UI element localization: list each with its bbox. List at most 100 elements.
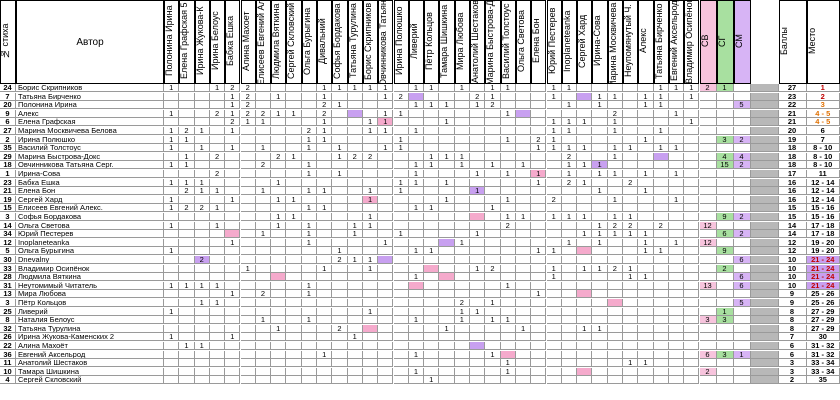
- vote-cell: 1: [301, 221, 317, 230]
- header-voter-label: Елисеев Евгений Ал.: [255, 0, 266, 84]
- vote-cell: [577, 221, 593, 230]
- vote-cell: [408, 152, 425, 161]
- vote-cell: [317, 221, 333, 230]
- vote-cell: [271, 290, 287, 299]
- vote-cell: [209, 161, 226, 170]
- row-score: 18: [778, 161, 807, 170]
- row-sm: [733, 367, 751, 376]
- vote-cell: [179, 109, 195, 118]
- vote-cell: 1: [362, 118, 379, 127]
- row-sg: [716, 178, 734, 187]
- vote-cell: [194, 333, 210, 342]
- vote-cell: 1: [408, 84, 425, 92]
- row-sg: [716, 290, 734, 299]
- vote-cell: 1: [393, 178, 409, 187]
- vote-cell: [500, 230, 516, 239]
- vote-cell: 1: [271, 109, 287, 118]
- vote-cell: 1: [500, 316, 516, 325]
- vote-cell: [623, 376, 639, 385]
- row-place: 3: [806, 101, 840, 110]
- vote-cell: 2: [194, 256, 210, 264]
- header-voter-label: Ольга Светова: [515, 9, 526, 73]
- row-sg: [716, 101, 734, 110]
- vote-cell: [638, 264, 654, 273]
- vote-cell: [653, 152, 669, 161]
- header-voter-label: Василий Толстоус: [500, 3, 511, 79]
- vote-cell: [623, 161, 639, 170]
- header-voter: Ирина Полюшко: [393, 0, 409, 84]
- vote-cell: [332, 290, 348, 299]
- vote-cell: 1: [546, 118, 562, 127]
- row-gap: [750, 170, 779, 178]
- vote-cell: [592, 273, 608, 282]
- vote-cell: [164, 238, 180, 247]
- vote-cell: [179, 144, 195, 153]
- vote-cell: [607, 376, 623, 385]
- vote-cell: 1: [301, 135, 317, 144]
- row-num: 29: [0, 152, 16, 161]
- row-gap: [750, 178, 779, 187]
- vote-cell: [393, 127, 409, 135]
- vote-cell: [332, 109, 348, 118]
- row-sm: [733, 195, 751, 204]
- vote-cell: 1: [362, 213, 379, 221]
- vote-cell: [347, 101, 363, 110]
- header-voter-label: Марина Москвичева Б: [607, 0, 618, 84]
- vote-cell: [179, 195, 195, 204]
- vote-cell: [653, 187, 669, 196]
- vote-cell: [240, 135, 256, 144]
- vote-cell: [225, 367, 241, 376]
- row-sv: [699, 161, 717, 170]
- row-sv: [699, 230, 717, 239]
- vote-cell: [439, 333, 455, 342]
- vote-cell: 1: [515, 161, 532, 170]
- vote-cell: [592, 247, 608, 256]
- vote-cell: 1: [454, 238, 470, 247]
- vote-cell: 1: [653, 84, 669, 92]
- vote-cell: 1: [424, 247, 440, 256]
- vote-cell: [684, 152, 700, 161]
- vote-cell: 1: [668, 238, 685, 247]
- row-score: 3: [778, 367, 807, 376]
- row-num: 8: [0, 316, 16, 325]
- vote-cell: 1: [317, 350, 333, 359]
- row-score: 12: [778, 238, 807, 247]
- vote-cell: [485, 247, 501, 256]
- vote-cell: 1: [638, 101, 654, 110]
- vote-cell: [347, 376, 363, 385]
- vote-cell: [454, 359, 470, 368]
- vote-cell: [668, 101, 685, 110]
- vote-cell: 1: [271, 178, 287, 187]
- header-voter-label: Ирина Жукова-К: [194, 6, 205, 76]
- vote-cell: [592, 109, 608, 118]
- vote-cell: [424, 316, 440, 325]
- row-sv: [699, 178, 717, 187]
- vote-cell: [240, 359, 256, 368]
- vote-cell: 1: [454, 152, 470, 161]
- vote-cell: [255, 152, 272, 161]
- vote-cell: 1: [424, 204, 440, 213]
- vote-cell: [515, 307, 532, 316]
- row-sm: 4: [733, 152, 751, 161]
- vote-cell: [408, 221, 425, 230]
- vote-cell: 1: [454, 161, 470, 170]
- row-place: 17 - 18: [806, 221, 840, 230]
- header-voter: Неупомянутый Ч.: [623, 0, 639, 84]
- row-sv: [699, 333, 717, 342]
- vote-cell: [485, 256, 501, 264]
- vote-cell: [317, 359, 333, 368]
- row-score: 23: [778, 92, 807, 101]
- vote-cell: 1: [225, 238, 241, 247]
- vote-cell: [515, 342, 532, 350]
- vote-cell: [347, 247, 363, 256]
- vote-cell: [240, 307, 256, 316]
- vote-cell: [393, 281, 409, 290]
- vote-cell: [454, 135, 470, 144]
- header-voter-label: Владимир Осипёнок: [684, 0, 695, 84]
- header-score: Баллы: [778, 0, 807, 84]
- vote-cell: 1: [623, 273, 639, 282]
- header-voter-label: Неупомянутый Ч.: [623, 4, 633, 78]
- vote-cell: [546, 316, 562, 325]
- vote-cell: [546, 299, 562, 307]
- vote-cell: [286, 299, 302, 307]
